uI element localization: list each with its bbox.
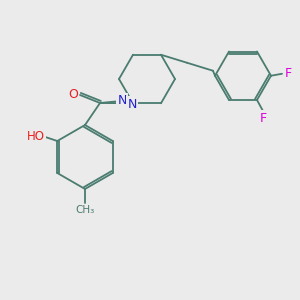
Text: N: N (117, 94, 127, 107)
Text: O: O (68, 88, 78, 100)
Text: F: F (284, 67, 292, 80)
Text: CH₃: CH₃ (75, 205, 94, 215)
Text: F: F (260, 112, 267, 124)
Text: HO: HO (27, 130, 45, 142)
Text: N: N (127, 98, 137, 111)
